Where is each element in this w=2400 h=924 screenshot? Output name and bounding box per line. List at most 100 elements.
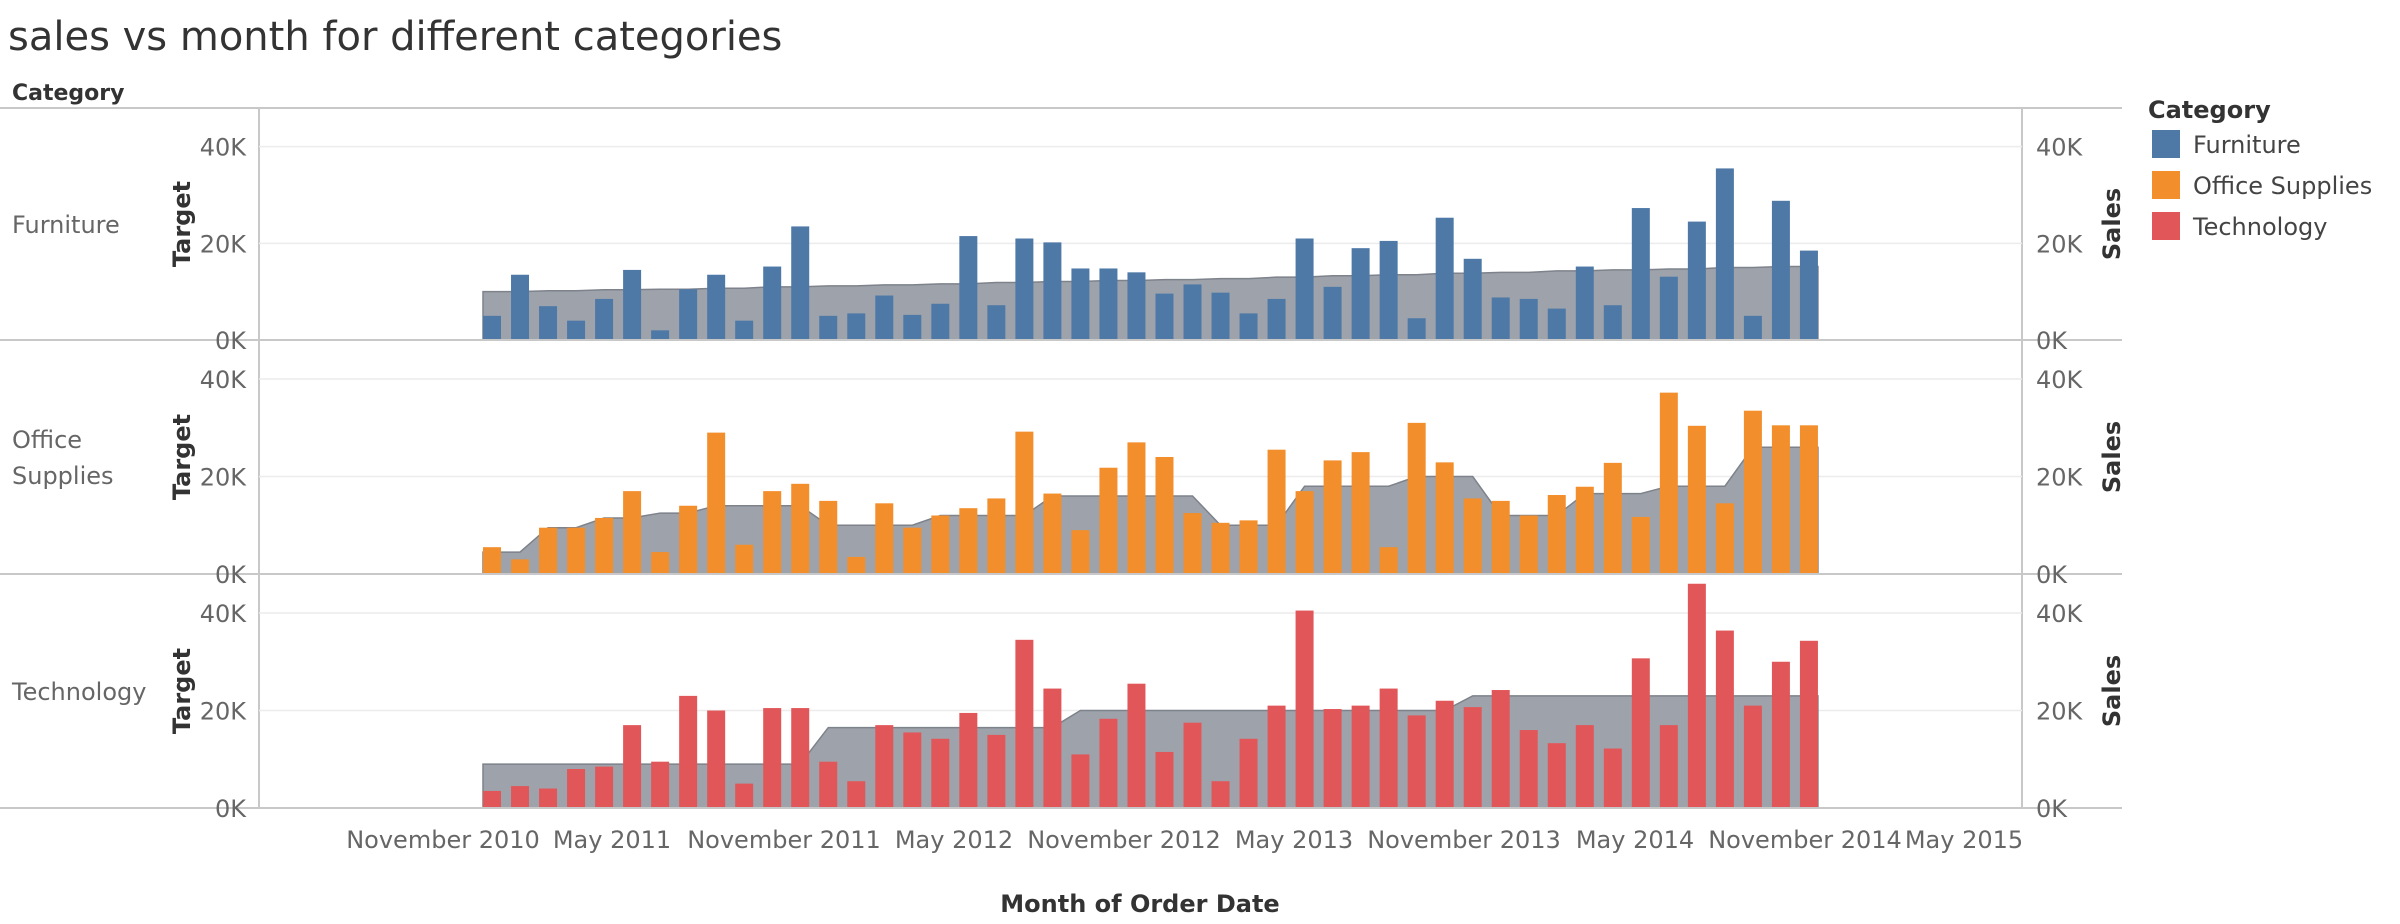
- sales-bar: [1379, 688, 1398, 808]
- sales-bar: [1491, 297, 1510, 340]
- sales-bar: [1547, 308, 1566, 340]
- sales-bar: [1491, 500, 1510, 574]
- sales-bar: [847, 556, 866, 574]
- right-tick-label: 40K: [2036, 600, 2084, 628]
- sales-bar: [1715, 503, 1734, 574]
- sales-bar: [1547, 743, 1566, 808]
- sales-bar: [1743, 705, 1762, 808]
- sales-bar: [1631, 208, 1650, 340]
- sales-bar: [1771, 200, 1790, 340]
- sales-bar: [791, 708, 810, 808]
- x-tick-label: May 2012: [895, 826, 1013, 854]
- sales-bar: [987, 734, 1006, 808]
- x-axis-title: Month of Order Date: [1000, 890, 1279, 918]
- sales-bar: [707, 432, 726, 574]
- sales-bar: [931, 303, 950, 340]
- sales-bar: [1603, 305, 1622, 340]
- legend-swatch: [2152, 212, 2180, 240]
- legend-label: Office Supplies: [2193, 172, 2372, 200]
- sales-bar: [1295, 610, 1314, 808]
- sales-bar: [1351, 705, 1370, 808]
- x-tick-label: May 2015: [1905, 826, 2023, 854]
- sales-bar: [1799, 425, 1818, 574]
- legend-label: Technology: [2192, 213, 2327, 241]
- target-area-2: [482, 695, 1819, 809]
- sales-bar: [959, 236, 978, 340]
- right-tick-label: 40K: [2036, 366, 2084, 394]
- sales-bar: [1127, 442, 1146, 574]
- left-tick-label: 0K: [215, 561, 247, 589]
- right-axis-title: Sales: [2098, 188, 2126, 260]
- sales-bar: [1575, 266, 1594, 340]
- left-tick-label: 40K: [200, 366, 248, 394]
- sales-bar: [1155, 457, 1174, 574]
- sales-bar: [623, 269, 642, 340]
- sales-bar: [1015, 639, 1034, 808]
- sales-bar: [1043, 688, 1062, 808]
- sales-bar: [1183, 722, 1202, 808]
- sales-bar: [1631, 658, 1650, 808]
- left-axis-title: Target: [168, 648, 196, 734]
- sales-bar: [679, 505, 698, 574]
- left-tick-label: 40K: [200, 600, 248, 628]
- sales-bar: [819, 500, 838, 574]
- sales-bar: [1687, 583, 1706, 808]
- sales-bar: [1239, 313, 1258, 340]
- sales-bar: [1071, 268, 1090, 340]
- legend-swatch: [2152, 130, 2180, 158]
- sales-bar: [763, 491, 782, 574]
- row-label: Technology: [11, 678, 146, 706]
- sales-bar: [875, 295, 894, 340]
- sales-bar: [1295, 491, 1314, 574]
- sales-bar: [1015, 431, 1034, 574]
- right-tick-label: 20K: [2036, 230, 2084, 258]
- sales-bar: [987, 498, 1006, 574]
- x-tick-label: November 2014: [1708, 826, 1902, 854]
- right-tick-label: 0K: [2036, 795, 2068, 823]
- sales-bar: [595, 766, 614, 808]
- sales-bar: [483, 790, 501, 808]
- sales-bar: [1491, 690, 1510, 808]
- sales-bar: [1155, 293, 1174, 340]
- sales-bar: [1715, 630, 1734, 808]
- sales-bar: [539, 788, 558, 808]
- sales-bar: [1659, 392, 1678, 574]
- legend-label: Furniture: [2193, 131, 2301, 159]
- sales-bar: [1099, 467, 1118, 574]
- sales-bar: [931, 738, 950, 808]
- sales-bar: [1071, 754, 1090, 808]
- sales-bar: [1211, 522, 1230, 574]
- x-tick-label: November 2012: [1027, 826, 1221, 854]
- sales-bar: [1743, 410, 1762, 574]
- sales-bar: [1799, 640, 1818, 808]
- left-axis-title: Target: [168, 181, 196, 267]
- sales-bar: [875, 725, 894, 808]
- sales-bar: [679, 695, 698, 808]
- sales-bar: [1631, 516, 1650, 574]
- sales-bar: [763, 266, 782, 340]
- sales-bar: [1379, 240, 1398, 340]
- row-label: Supplies: [12, 462, 114, 490]
- right-tick-label: 0K: [2036, 327, 2068, 355]
- row-label: Furniture: [12, 211, 120, 239]
- sales-bar: [1743, 315, 1762, 340]
- sales-bar: [1183, 284, 1202, 340]
- sales-bar: [1043, 242, 1062, 340]
- sales-bar: [1239, 738, 1258, 808]
- sales-bar: [1547, 495, 1566, 574]
- sales-bar: [1771, 425, 1790, 574]
- sales-bar: [1463, 707, 1482, 808]
- sales-bar: [1183, 513, 1202, 574]
- sales-bar: [1659, 725, 1678, 808]
- sales-bar: [1603, 748, 1622, 808]
- sales-bar: [1099, 268, 1118, 340]
- x-tick-label: May 2011: [553, 826, 671, 854]
- right-axis-title: Sales: [2098, 655, 2126, 727]
- x-tick-label: May 2014: [1576, 826, 1694, 854]
- right-tick-label: 40K: [2036, 134, 2084, 162]
- sales-bar: [1295, 238, 1314, 340]
- sales-bar: [819, 761, 838, 808]
- x-tick-label: November 2011: [687, 826, 881, 854]
- sales-bar: [1435, 462, 1454, 574]
